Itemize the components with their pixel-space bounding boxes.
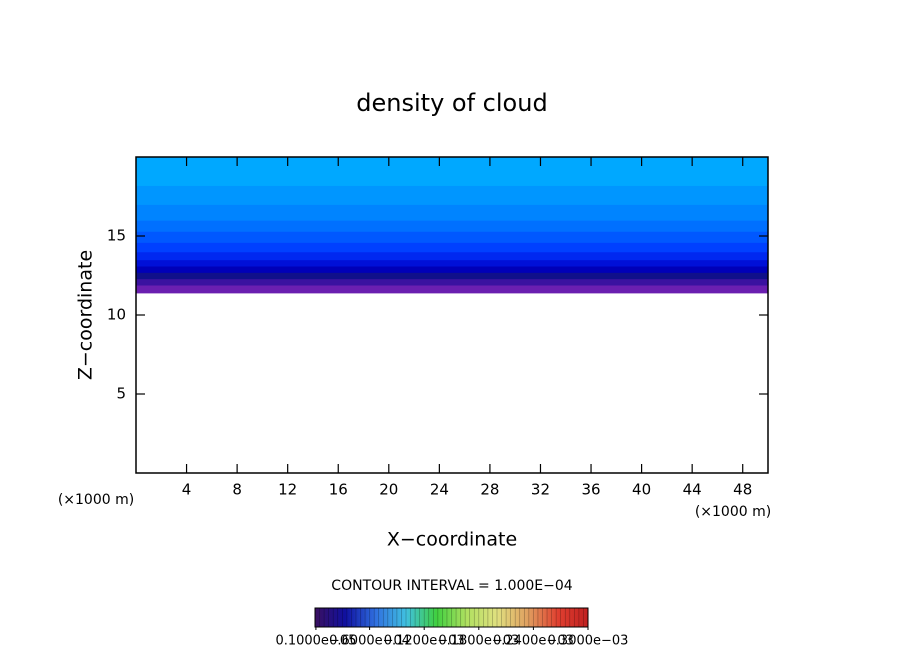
colorbar-label: 0.1200e−03	[384, 634, 465, 649]
contour-note: CONTOUR INTERVAL = 1.000E−04	[331, 578, 572, 594]
contour-band	[136, 266, 768, 273]
y-tick-label: 5	[116, 385, 126, 403]
contour-band	[136, 220, 768, 232]
colorbar-label: 0.2400e−03	[493, 634, 574, 649]
x-axis-label: X−coordinate	[387, 529, 517, 551]
x-unit: (×1000 m)	[695, 504, 771, 520]
x-tick-label: 48	[733, 481, 752, 499]
y-tick-label: 15	[107, 227, 126, 245]
contour-band	[136, 204, 768, 221]
x-tick-label: 32	[531, 481, 550, 499]
contour-band	[136, 284, 768, 294]
y-tick-label: 10	[107, 306, 126, 324]
x-tick-label: 4	[182, 481, 192, 499]
x-tick-label: 8	[232, 481, 242, 499]
chart-title: density of cloud	[356, 89, 547, 117]
contour-band	[136, 231, 768, 243]
contour-band	[136, 251, 768, 261]
x-tick-label: 24	[430, 481, 449, 499]
x-tick-label: 16	[329, 481, 348, 499]
x-tick-label: 40	[632, 481, 651, 499]
y-unit: (×1000 m)	[58, 492, 134, 508]
colorbar-label: 0.1800e−03	[438, 634, 519, 649]
x-tick-label: 44	[683, 481, 702, 499]
contour-band	[136, 242, 768, 253]
contour-band	[136, 272, 768, 280]
colorbar-label: 0.1000e−05	[275, 634, 356, 649]
y-axis-label: Z−coordinate	[75, 250, 97, 380]
x-tick-label: 20	[379, 481, 398, 499]
contour-band	[136, 185, 768, 205]
x-tick-label: 28	[480, 481, 499, 499]
x-tick-label: 12	[278, 481, 297, 499]
colorbar-label: 0.3000e−03	[548, 634, 629, 649]
contour-band	[136, 259, 768, 267]
contour-band	[136, 278, 768, 286]
colorbar-label: 0.6000e−04	[329, 634, 410, 649]
colorbar	[314, 607, 589, 628]
contour-band	[136, 157, 768, 186]
x-tick-label: 36	[581, 481, 600, 499]
